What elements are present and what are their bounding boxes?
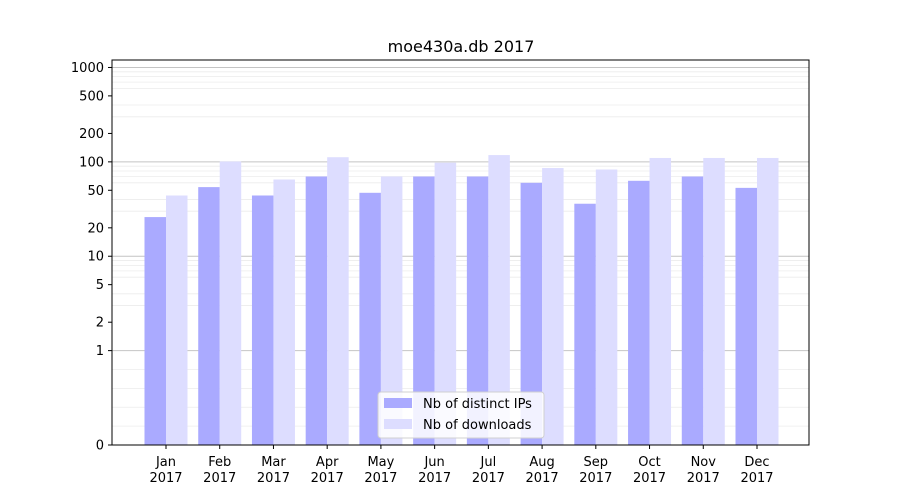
bar-downloads: [542, 168, 564, 445]
bar-distinct-ips: [681, 176, 704, 445]
x-tick-label-line: Jun: [423, 455, 444, 470]
x-tick-label-line: 2017: [311, 471, 344, 486]
y-tick-label: 500: [79, 89, 104, 104]
x-tick-label: Dec 2017: [740, 455, 773, 486]
bar-distinct-ips: [574, 203, 596, 445]
x-tick-label-line: 2017: [257, 471, 290, 486]
x-tick-label: Apr 2017: [311, 455, 344, 486]
bar-downloads: [703, 157, 725, 445]
x-tick-label: Jul 2017: [472, 455, 505, 486]
x-tick-label: Nov 2017: [687, 455, 720, 486]
x-tick-label-line: 2017: [472, 471, 505, 486]
bar-distinct-ips: [144, 217, 166, 445]
x-tick-label-line: 2017: [526, 471, 559, 486]
bar-downloads: [434, 162, 457, 445]
y-tick-label: 100: [79, 155, 104, 170]
x-tick-label-line: 2017: [149, 471, 182, 486]
bar-downloads: [595, 169, 618, 445]
x-tick-label-line: 2017: [687, 471, 720, 486]
x-tick-label-line: Aug: [529, 455, 554, 470]
bar-distinct-ips: [413, 176, 435, 445]
y-tick-label: 50: [87, 184, 104, 199]
legend-label: Nb of distinct IPs: [423, 397, 532, 412]
bar-distinct-ips: [305, 176, 328, 445]
y-tick-label: 1000: [71, 61, 104, 76]
bar-downloads: [327, 157, 349, 446]
y-axis: 0 1 2 5 10 20 50 100 200 500 1000: [71, 61, 112, 454]
chart-title: moe430a.db 2017: [388, 37, 535, 56]
x-tick-label-line: Jul: [480, 455, 497, 470]
legend-swatch: [384, 398, 412, 408]
x-tick-label-line: 2017: [364, 471, 397, 486]
y-tick-label: 20: [87, 221, 104, 236]
y-tick-label: 5: [96, 278, 104, 293]
x-tick-label-line: Oct: [638, 455, 660, 470]
x-tick-label-line: Feb: [208, 455, 231, 470]
x-tick-label: Jan 2017: [149, 455, 182, 486]
y-tick-label: 0: [96, 439, 104, 454]
x-tick-label-line: Jan: [155, 455, 176, 470]
legend-label: Nb of downloads: [423, 418, 532, 433]
bar-distinct-ips: [735, 187, 757, 446]
bar-distinct-ips: [359, 192, 381, 445]
x-tick-label-line: 2017: [418, 471, 451, 486]
bar-downloads: [380, 176, 403, 445]
legend-box: [377, 391, 545, 439]
legend-swatch: [384, 419, 412, 429]
bar-distinct-ips: [520, 182, 543, 445]
plot-frame: [111, 59, 810, 446]
x-tick-label-line: 2017: [633, 471, 666, 486]
bar-downloads: [219, 161, 242, 445]
x-tick-label: Sep 2017: [579, 455, 612, 486]
y-tick-label: 2: [96, 316, 104, 331]
x-tick-label-line: Mar: [261, 455, 286, 470]
x-tick-label: May 2017: [364, 455, 397, 486]
x-tick-label-line: Apr: [316, 455, 339, 470]
bar-distinct-ips: [198, 187, 220, 446]
x-tick-label-line: Dec: [744, 455, 769, 470]
y-tick-label: 200: [79, 127, 104, 142]
bars: [144, 155, 779, 446]
x-tick-label: Mar 2017: [257, 455, 290, 486]
x-tick-label: Aug 2017: [526, 455, 559, 486]
bar-distinct-ips: [628, 180, 650, 445]
x-tick-label-line: 2017: [203, 471, 236, 486]
bar-downloads: [273, 179, 295, 445]
x-tick-label-line: Sep: [584, 455, 609, 470]
bar-distinct-ips: [251, 195, 274, 445]
bar-distinct-ips: [466, 176, 489, 445]
y-tick-label: 1: [96, 344, 104, 359]
x-tick-label-line: 2017: [579, 471, 612, 486]
y-tick-label: 10: [87, 250, 104, 265]
legend: Nb of distinct IPs Nb of downloads: [377, 391, 545, 439]
x-tick-label: Feb 2017: [203, 455, 236, 486]
x-tick-label: Jun 2017: [418, 455, 451, 486]
x-tick-label-line: Nov: [691, 455, 717, 470]
x-tick-label-line: May: [367, 455, 394, 470]
bar-downloads: [488, 155, 510, 445]
bar-downloads: [166, 195, 188, 445]
bar-downloads: [649, 157, 672, 445]
bar-downloads: [757, 157, 779, 445]
x-tick-label-line: 2017: [740, 471, 773, 486]
x-tick-label: Oct 2017: [633, 455, 666, 486]
